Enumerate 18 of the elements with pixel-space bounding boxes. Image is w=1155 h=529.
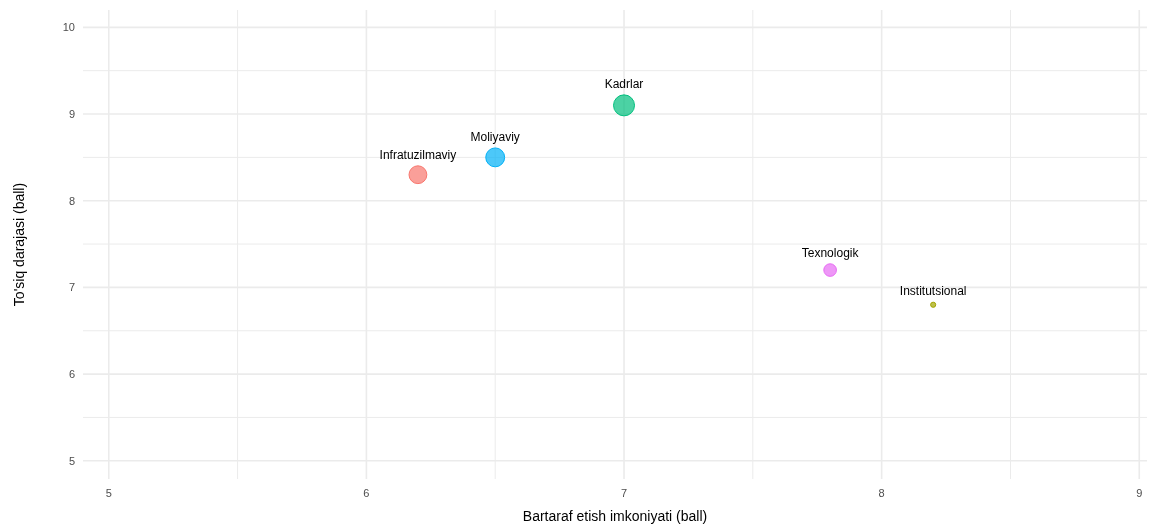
annotation: Institutsional [899,284,967,299]
annotation: Infratuzilmaviy [379,147,457,162]
y-tick-label: 10 [62,21,75,34]
annotation: Kadrlar [604,76,644,91]
x-axis-title: Bartaraf etish imkoniyati (ball) [522,508,708,524]
annotation: Moliyaviy [470,129,520,144]
y-tick-label: 5 [68,454,75,467]
y-axis-title: To'siq darajasi (ball) [11,182,27,307]
x-tick-label: 5 [105,487,112,499]
y-tick-label: 8 [68,194,75,207]
x-tick-label: 9 [1136,487,1143,499]
x-tick-label: 6 [363,487,370,499]
y-tick-label: 9 [68,107,75,120]
y-tick-label: 7 [68,281,75,294]
annotation: Texnologik [801,245,860,260]
y-tick-label: 6 [68,367,75,380]
x-tick-label: 8 [878,487,885,499]
x-tick-label: 7 [620,487,628,499]
